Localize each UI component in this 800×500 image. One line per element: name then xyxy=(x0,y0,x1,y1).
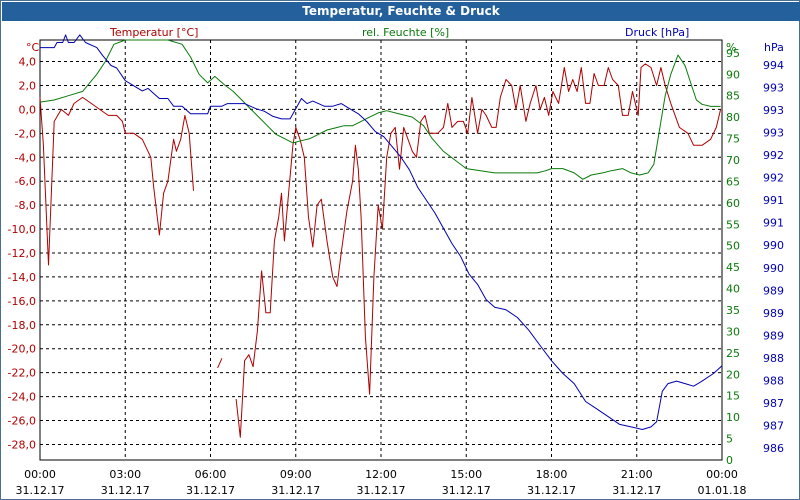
left-axis-tick: -22,0 xyxy=(8,367,36,380)
x-axis-time: 00:00 xyxy=(24,468,56,481)
left-axis-tick: -16,0 xyxy=(8,295,36,308)
left-axis-tick: -28,0 xyxy=(8,438,36,451)
x-axis-date: 31.12.17 xyxy=(357,484,406,497)
legend-temperature: Temperatur [°C] xyxy=(109,26,198,39)
humidity-axis-tick: 50 xyxy=(726,240,740,253)
left-axis-tick: 2,0 xyxy=(19,79,37,92)
pressure-axis-tick: 987 xyxy=(763,419,784,432)
pressure-axis-tick: 986 xyxy=(763,442,784,455)
x-axis-date: 31.12.17 xyxy=(101,484,150,497)
pressure-axis-tick: 991 xyxy=(763,217,784,230)
humidity-axis-tick: 75 xyxy=(726,133,740,146)
pressure-axis-tick: 987 xyxy=(763,397,784,410)
pressure-axis-tick: 989 xyxy=(763,307,784,320)
axes-layer: 4,0 2,0 0,0 -2,0 -4,0 -6,0 -8,0 -10,0 -12,0 -14,0… xyxy=(8,47,784,497)
humidity-axis-tick: 35 xyxy=(726,304,740,317)
humidity-axis-tick: 30 xyxy=(726,325,740,338)
humidity-axis-tick: 65 xyxy=(726,175,740,188)
left-axis-tick: -20,0 xyxy=(8,343,36,356)
pressure-line xyxy=(40,34,723,430)
humidity-axis-tick: 0 xyxy=(726,454,733,467)
left-axis-tick: -6,0 xyxy=(15,175,36,188)
x-axis-date: 31.12.17 xyxy=(186,484,235,497)
pressure-axis-tick: 989 xyxy=(763,329,784,342)
x-axis-time: 00:00 xyxy=(706,468,738,481)
left-axis-tick: -24,0 xyxy=(8,391,36,404)
x-axis-date: 31.12.17 xyxy=(442,484,491,497)
left-axis-tick: 0,0 xyxy=(19,103,37,116)
left-axis-tick: -26,0 xyxy=(8,415,36,428)
x-axis-time: 12:00 xyxy=(365,468,397,481)
humidity-axis-tick: 90 xyxy=(726,68,740,81)
left-axis-tick: -18,0 xyxy=(8,319,36,332)
left-axis-tick: -4,0 xyxy=(15,151,36,164)
pressure-axis-tick: 990 xyxy=(763,262,784,275)
pressure-axis-tick: 991 xyxy=(763,194,784,207)
humidity-axis-tick: 85 xyxy=(726,90,740,103)
x-axis-time: 06:00 xyxy=(195,468,227,481)
temperature-line xyxy=(235,63,722,438)
pressure-axis-tick: 993 xyxy=(763,82,784,95)
humidity-axis-tick: 5 xyxy=(726,433,733,446)
pressure-axis-tick: 994 xyxy=(763,59,784,72)
x-axis-time: 15:00 xyxy=(450,468,482,481)
pressure-axis-tick: 988 xyxy=(763,374,784,387)
pressure-axis-tick: 990 xyxy=(763,239,784,252)
temperature-line xyxy=(39,96,194,266)
x-axis-time: 21:00 xyxy=(621,468,653,481)
humidity-axis-tick: 10 xyxy=(726,411,740,424)
x-axis-date: 01.01.18 xyxy=(698,484,747,497)
x-axis-time: 03:00 xyxy=(109,468,141,481)
left-axis-tick: -8,0 xyxy=(15,199,36,212)
x-axis-date: 31.12.17 xyxy=(612,484,661,497)
humidity-axis-tick: 95 xyxy=(726,47,740,60)
left-axis-tick: -14,0 xyxy=(8,271,36,284)
humidity-axis-tick: 40 xyxy=(726,283,740,296)
pressure-axis-tick: 988 xyxy=(763,352,784,365)
pressure-axis-tick: 992 xyxy=(763,172,784,185)
right-axis-unit: hPa xyxy=(764,41,784,54)
legend-pressure: Druck [hPa] xyxy=(625,26,689,39)
left-axis-tick: -12,0 xyxy=(8,247,36,260)
left-axis-tick: 4,0 xyxy=(19,56,37,69)
pressure-axis-tick: 992 xyxy=(763,149,784,162)
left-axis-unit: °C xyxy=(26,41,40,54)
humidity-axis-unit: % xyxy=(726,41,736,54)
left-axis-tick: -10,0 xyxy=(8,223,36,236)
x-axis-time: 18:00 xyxy=(536,468,568,481)
humidity-axis-tick: 55 xyxy=(726,218,740,231)
humidity-axis-tick: 20 xyxy=(726,368,740,381)
series-layer xyxy=(39,34,723,438)
x-axis-date: 31.12.17 xyxy=(16,484,65,497)
legend-humidity: rel. Feuchte [%] xyxy=(362,26,449,39)
x-axis-date: 31.12.17 xyxy=(527,484,576,497)
pressure-axis-tick: 989 xyxy=(763,284,784,297)
humidity-axis-tick: 25 xyxy=(726,347,740,360)
humidity-axis-tick: 70 xyxy=(726,154,740,167)
pressure-axis-tick: 993 xyxy=(763,104,784,117)
chart-title: Temperatur, Feuchte & Druck xyxy=(2,2,800,21)
humidity-axis-tick: 15 xyxy=(726,390,740,403)
humidity-axis-tick: 45 xyxy=(726,261,740,274)
humidity-axis-tick: 60 xyxy=(726,197,740,210)
pressure-axis-tick: 993 xyxy=(763,127,784,140)
grid-lines xyxy=(40,40,722,460)
temperature-line xyxy=(217,358,223,369)
x-axis-time: 09:00 xyxy=(280,468,312,481)
humidity-axis-tick: 80 xyxy=(726,111,740,124)
humidity-line xyxy=(39,39,721,180)
left-axis-tick: -2,0 xyxy=(15,127,36,140)
x-axis-date: 31.12.17 xyxy=(271,484,320,497)
